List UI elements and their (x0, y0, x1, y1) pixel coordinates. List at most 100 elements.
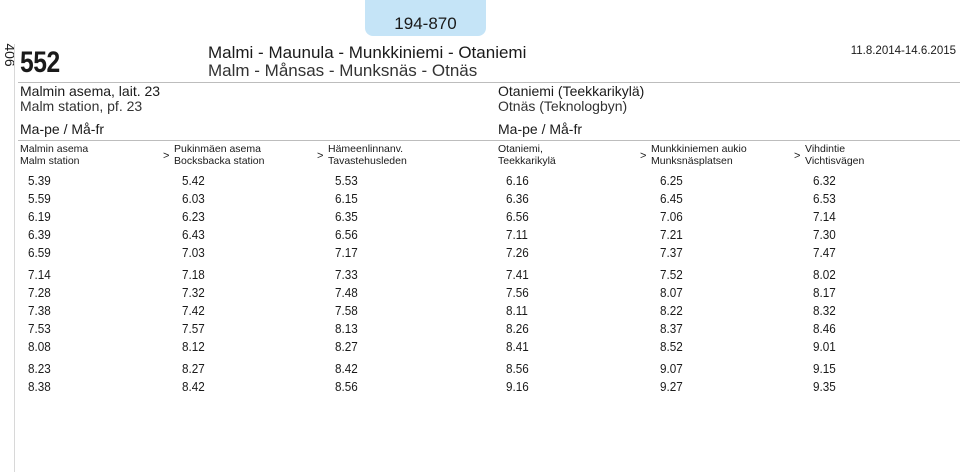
departure-time: 7.56 (506, 285, 529, 300)
departure-time: 6.35 (335, 209, 358, 224)
departure-time: 6.56 (335, 227, 358, 242)
departure-time: 7.42 (182, 303, 205, 318)
departure-time: 7.30 (813, 227, 836, 242)
departure-time: 8.12 (182, 339, 205, 354)
departure-time: 7.41 (506, 267, 529, 282)
departure-time: 6.43 (182, 227, 205, 242)
stop-header: Malmin asema Malm station (20, 143, 89, 167)
departure-time: 7.47 (813, 245, 836, 260)
departure-time: 7.38 (28, 303, 51, 318)
departure-time: 7.33 (335, 267, 358, 282)
arrow-icon: > (317, 150, 324, 162)
route-range-tab: 194-870 (365, 0, 486, 36)
departure-time: 8.02 (813, 267, 836, 282)
origin-sv: Malm station, pf. 23 (20, 98, 143, 114)
departure-time: 7.06 (660, 209, 683, 224)
departure-time: 6.36 (506, 191, 529, 206)
time-column: 5.53 6.15 6.35 6.56 7.17 7.33 7.48 7.58 8.13 8.27… (335, 172, 358, 396)
departure-time: 9.07 (660, 361, 683, 376)
departure-time: 8.11 (506, 303, 528, 318)
stop-header: Hämeenlinnanv. Tavastehusleden (328, 143, 407, 167)
departure-time: 8.07 (660, 285, 683, 300)
departure-time: 8.46 (813, 321, 836, 336)
time-column: 5.42 6.03 6.23 6.43 7.03 7.18 7.32 7.42 7.57 8.12… (182, 172, 205, 396)
departure-time: 7.53 (28, 321, 51, 336)
departure-time: 7.11 (506, 227, 528, 242)
departure-time: 7.14 (28, 267, 51, 282)
departure-time: 6.53 (813, 191, 836, 206)
departure-time: 8.27 (335, 339, 358, 354)
time-column: 6.32 6.53 7.14 7.30 7.47 8.02 8.17 8.32 8.46 9.01… (813, 172, 836, 396)
departure-time: 6.23 (182, 209, 205, 224)
departure-time: 5.59 (28, 191, 51, 206)
header-divider (18, 82, 960, 83)
departure-time: 7.48 (335, 285, 358, 300)
departure-time: 9.01 (813, 339, 836, 354)
route-range-label: 194-870 (394, 14, 457, 33)
departure-time: 8.23 (28, 361, 51, 376)
departure-time: 7.03 (182, 245, 205, 260)
departure-time: 5.42 (182, 173, 205, 188)
departure-time: 8.27 (182, 361, 205, 376)
departure-time: 6.16 (506, 173, 529, 188)
departure-time: 6.03 (182, 191, 205, 206)
departure-time: 6.39 (28, 227, 51, 242)
departure-time: 9.27 (660, 379, 683, 394)
departure-time: 7.58 (335, 303, 358, 318)
margin-divider (14, 44, 15, 472)
departure-time: 6.19 (28, 209, 51, 224)
departure-time: 8.22 (660, 303, 683, 318)
departure-time: 8.56 (335, 379, 358, 394)
departure-time: 8.42 (335, 361, 358, 376)
service-days: Ma-pe / Må-fr (20, 121, 105, 137)
route-number: 552 (20, 46, 60, 79)
service-days: Ma-pe / Må-fr (498, 121, 583, 137)
departure-time: 8.37 (660, 321, 683, 336)
time-column: 6.16 6.36 6.56 7.11 7.26 7.41 7.56 8.11 8.26 8.41… (506, 172, 529, 396)
departure-time: 8.32 (813, 303, 836, 318)
route-title: Malmi - Maunula - Munkkiniemi - Otaniemi… (208, 44, 526, 80)
departure-time: 7.28 (28, 285, 51, 300)
departure-time: 8.38 (28, 379, 51, 394)
departure-time: 6.45 (660, 191, 683, 206)
page-number: 406 (2, 43, 18, 67)
departure-time: 7.14 (813, 209, 836, 224)
departure-time: 6.32 (813, 173, 836, 188)
departure-time: 9.16 (506, 379, 529, 394)
stop-header: Munkkiniemen aukio Munksnäsplatsen (651, 143, 747, 167)
departure-time: 7.17 (335, 245, 358, 260)
stop-header: Vihdintie Vichtisvägen (805, 143, 865, 167)
stop-header: Otaniemi, Teekkarikylä (498, 143, 556, 167)
departure-time: 9.15 (813, 361, 836, 376)
origin-sv: Otnäs (Teknologbyn) (498, 98, 628, 114)
departure-time: 8.13 (335, 321, 358, 336)
direction-origin-malmi: Malmin asema, lait. 23 Malm station, pf.… (20, 84, 160, 137)
origin-fi: Otaniemi (Teekkarikylä) (498, 83, 645, 99)
arrow-icon: > (640, 150, 647, 162)
departure-time: 7.57 (182, 321, 205, 336)
departure-time: 8.17 (813, 285, 836, 300)
route-title-sv: Malm - Månsas - Munksnäs - Otnäs (208, 61, 478, 80)
departure-time: 8.52 (660, 339, 683, 354)
departure-time: 7.52 (660, 267, 683, 282)
departure-time: 7.18 (182, 267, 205, 282)
route-title-fi: Malmi - Maunula - Munkkiniemi - Otaniemi (208, 43, 527, 62)
departure-time: 8.26 (506, 321, 529, 336)
arrow-icon: > (163, 150, 170, 162)
validity-period: 11.8.2014-14.6.2015 (850, 45, 956, 57)
arrow-icon: > (794, 150, 801, 162)
departure-time: 5.53 (335, 173, 358, 188)
direction-origin-otaniemi: Otaniemi (Teekkarikylä) Otnäs (Teknologb… (498, 84, 644, 137)
departure-time: 7.21 (660, 227, 683, 242)
departure-time: 7.37 (660, 245, 683, 260)
departure-time: 6.56 (506, 209, 529, 224)
stops-divider (18, 140, 960, 141)
time-column: 5.39 5.59 6.19 6.39 6.59 7.14 7.28 7.38 7.53 8.08… (28, 172, 51, 396)
time-column: 6.25 6.45 7.06 7.21 7.37 7.52 8.07 8.22 8.37 8.52… (660, 172, 683, 396)
departure-time: 6.25 (660, 173, 683, 188)
departure-time: 7.32 (182, 285, 205, 300)
departure-time: 7.26 (506, 245, 529, 260)
origin-fi: Malmin asema, lait. 23 (20, 83, 161, 99)
departure-time: 8.42 (182, 379, 205, 394)
departure-time: 8.41 (506, 339, 529, 354)
